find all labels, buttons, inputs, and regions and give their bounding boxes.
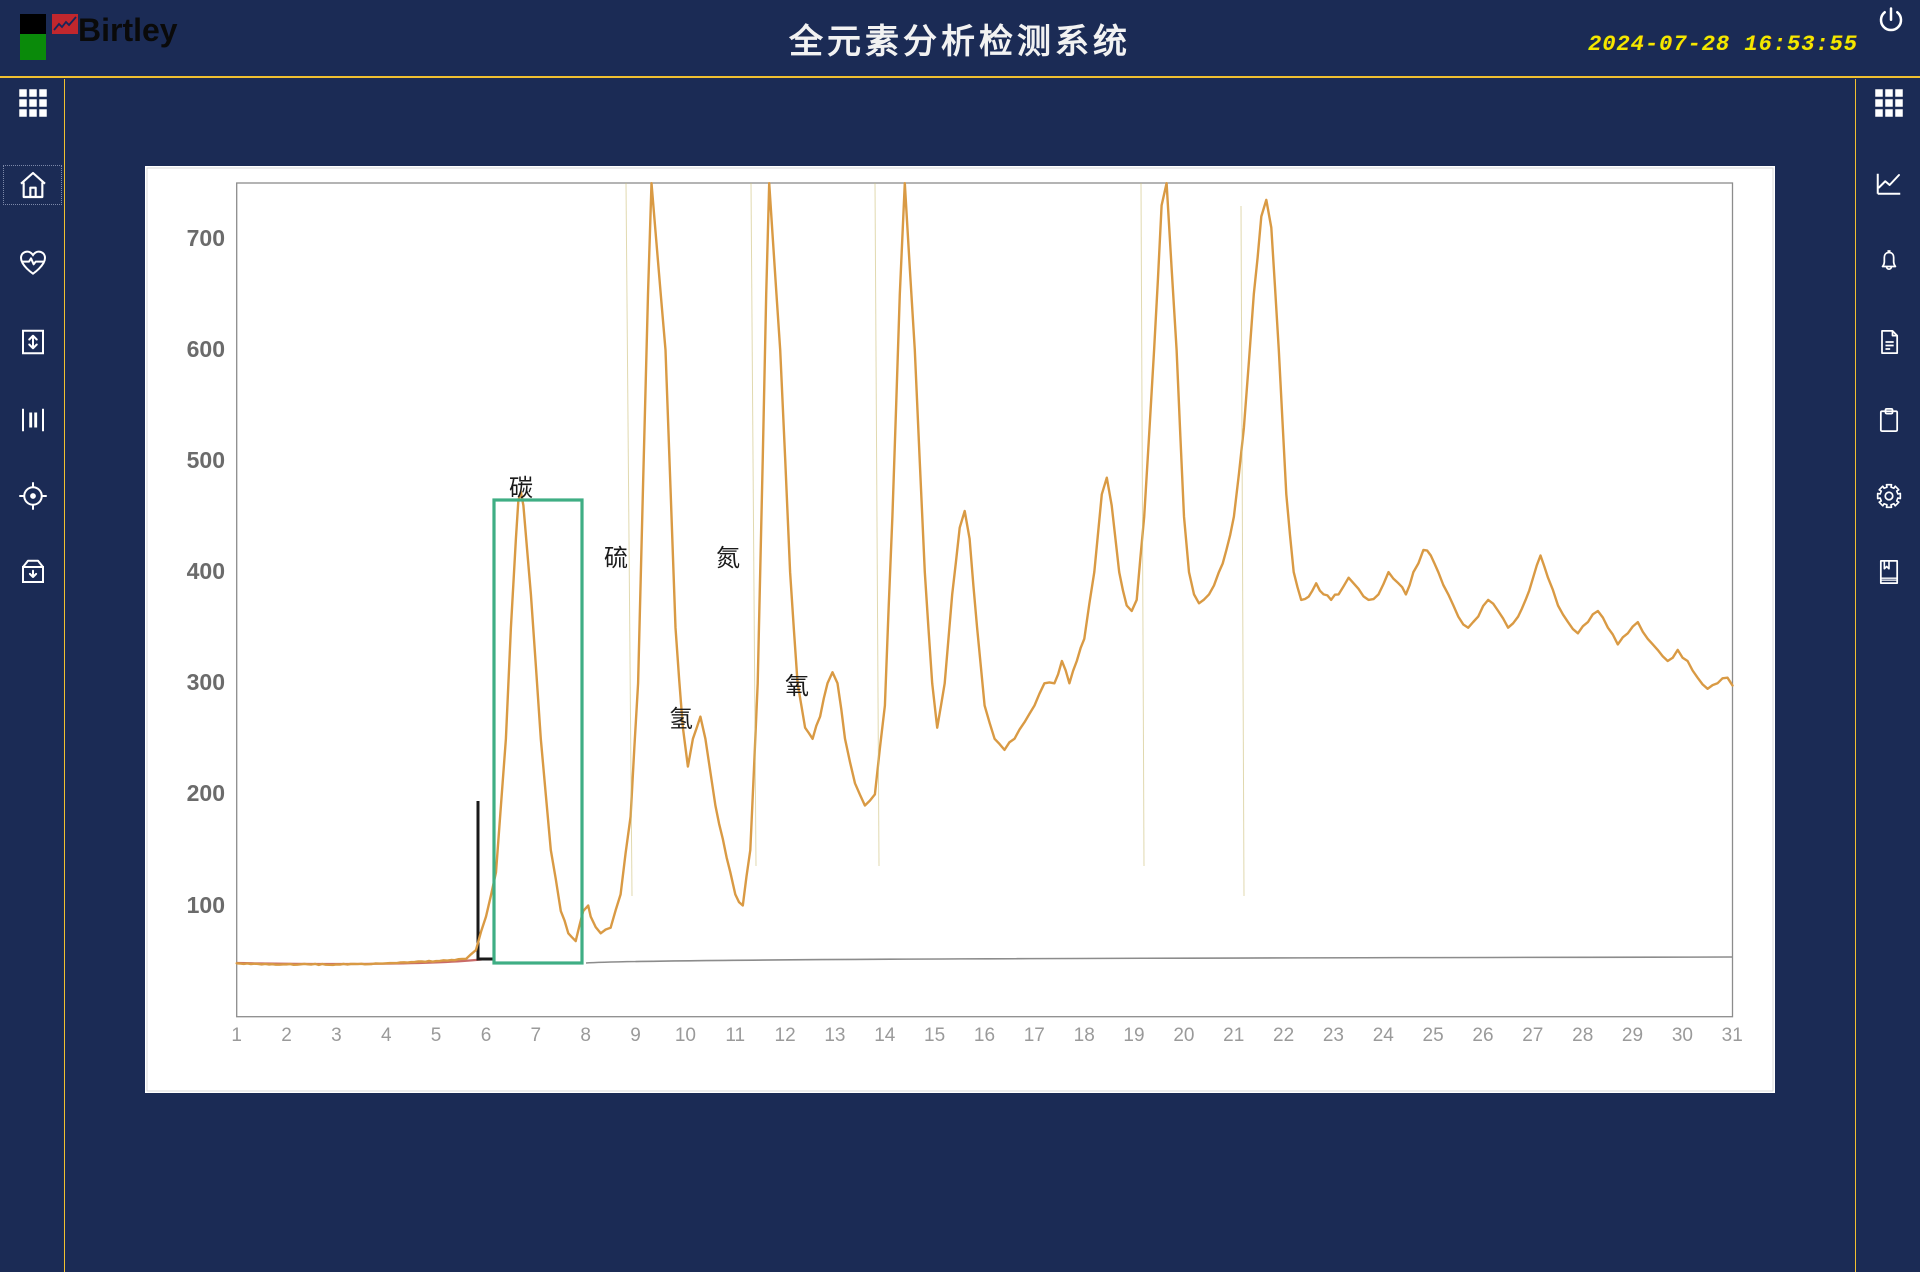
svg-text:22: 22 bbox=[1273, 1025, 1294, 1046]
svg-text:6: 6 bbox=[481, 1025, 492, 1046]
svg-text:21: 21 bbox=[1223, 1025, 1244, 1046]
svg-text:14: 14 bbox=[874, 1025, 896, 1046]
svg-text:27: 27 bbox=[1522, 1025, 1543, 1046]
svg-text:碳: 碳 bbox=[509, 475, 533, 502]
svg-text:25: 25 bbox=[1423, 1025, 1444, 1046]
svg-text:氢: 氢 bbox=[669, 706, 693, 733]
svg-text:15: 15 bbox=[924, 1025, 945, 1046]
svg-text:10: 10 bbox=[675, 1025, 696, 1046]
svg-text:12: 12 bbox=[775, 1025, 796, 1046]
svg-text:19: 19 bbox=[1123, 1025, 1144, 1046]
svg-text:1: 1 bbox=[231, 1025, 242, 1046]
svg-text:18: 18 bbox=[1074, 1025, 1095, 1046]
svg-text:硫: 硫 bbox=[604, 545, 628, 572]
svg-text:24: 24 bbox=[1373, 1025, 1395, 1046]
svg-text:氧: 氧 bbox=[785, 673, 809, 700]
svg-text:700: 700 bbox=[187, 225, 225, 251]
svg-text:4: 4 bbox=[381, 1025, 392, 1046]
svg-text:11: 11 bbox=[725, 1025, 745, 1046]
svg-text:7: 7 bbox=[531, 1025, 542, 1046]
svg-text:200: 200 bbox=[187, 780, 225, 806]
svg-text:23: 23 bbox=[1323, 1025, 1344, 1046]
svg-text:3: 3 bbox=[331, 1025, 342, 1046]
svg-text:16: 16 bbox=[974, 1025, 995, 1046]
svg-text:5: 5 bbox=[431, 1025, 442, 1046]
svg-text:28: 28 bbox=[1572, 1025, 1593, 1046]
svg-text:500: 500 bbox=[187, 447, 225, 473]
svg-text:300: 300 bbox=[187, 669, 225, 695]
svg-text:29: 29 bbox=[1622, 1025, 1643, 1046]
svg-text:30: 30 bbox=[1672, 1025, 1693, 1046]
svg-text:400: 400 bbox=[187, 558, 225, 584]
svg-text:2: 2 bbox=[281, 1025, 292, 1046]
svg-text:600: 600 bbox=[187, 336, 225, 362]
svg-text:8: 8 bbox=[580, 1025, 591, 1046]
svg-text:9: 9 bbox=[630, 1025, 641, 1046]
svg-text:13: 13 bbox=[824, 1025, 845, 1046]
svg-text:100: 100 bbox=[187, 892, 225, 918]
svg-text:氮: 氮 bbox=[716, 545, 740, 572]
svg-text:17: 17 bbox=[1024, 1025, 1045, 1046]
svg-text:26: 26 bbox=[1472, 1025, 1493, 1046]
svg-text:31: 31 bbox=[1722, 1025, 1743, 1046]
svg-text:20: 20 bbox=[1173, 1025, 1194, 1046]
